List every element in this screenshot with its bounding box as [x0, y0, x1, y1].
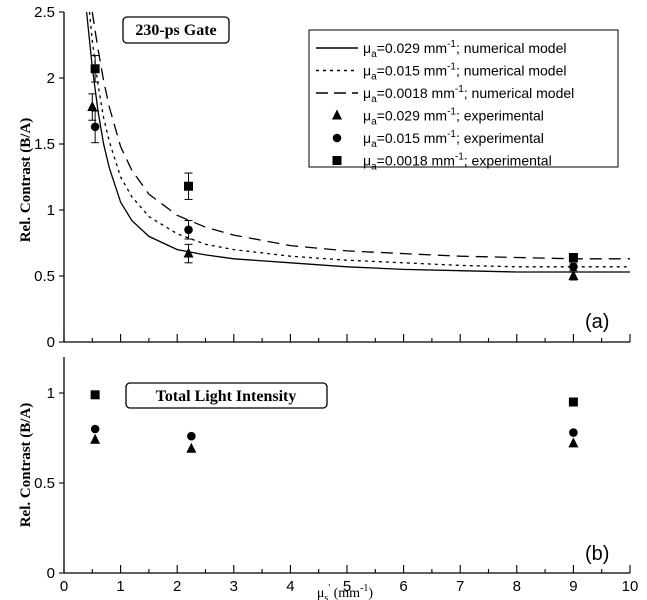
- point-circle: [187, 431, 196, 441]
- legend-label: μa=0.0018 mm-1; numerical model: [363, 84, 574, 105]
- point-triangle: [186, 442, 197, 453]
- legend-label-part: =0.0018 mm: [377, 153, 455, 169]
- y-tick-label: 1: [47, 385, 55, 402]
- x-tick-label: 9: [569, 578, 577, 595]
- panel-a-y-ticks: 0 0.5 1 1.5 2 2.5: [34, 4, 64, 351]
- point-square: [568, 397, 578, 407]
- legend-label-part: -1: [447, 107, 456, 118]
- y-tick-label: 2.5: [34, 4, 55, 21]
- panel-a-label: (a): [585, 311, 609, 333]
- legend-label-part: ; experimental: [456, 130, 544, 146]
- point-triangle: [183, 247, 194, 258]
- panel-b-ylabel: Rel. Contrast (B/A): [18, 403, 34, 528]
- legend-label-part: =0.029 mm: [377, 40, 447, 56]
- model-curve-solid: [85, 12, 630, 273]
- legend-label-part: a: [371, 117, 377, 128]
- y-tick-label: 0.5: [34, 268, 55, 285]
- x-tick-label: 5: [343, 578, 351, 595]
- legend-marker-triangle: [332, 109, 342, 120]
- panel-b-label: (b): [585, 543, 609, 565]
- legend-label-part: ; numerical model: [456, 40, 567, 56]
- legend-label-part: ; experimental: [456, 108, 544, 124]
- panel-a-title: 230-ps Gate: [135, 22, 216, 39]
- legend-label-part: μ: [363, 130, 371, 146]
- panel-a-title-box: 230-ps Gate: [122, 16, 230, 44]
- legend-label: μa=0.029 mm-1; experimental: [363, 107, 544, 128]
- model-curve-dashed: [91, 12, 630, 260]
- legend-label-part: μ: [363, 40, 371, 56]
- point-circle: [90, 122, 100, 132]
- x-axis-label: μs' (mm-1): [317, 583, 374, 600]
- legend-label-part: =0.015 mm: [377, 130, 447, 146]
- x-tick-label: 2: [173, 578, 181, 595]
- x-tick-label: 10: [622, 578, 639, 595]
- point-circle: [184, 225, 193, 235]
- panel-b: Rel. Contrast (B/A) 00.51 0 1 2 3 4 5 6 7 8 9 10 T…: [18, 357, 638, 600]
- legend-label-part: -1: [447, 129, 456, 140]
- legend-label-part: =0.0018 mm: [377, 85, 455, 101]
- legend-label-part: a: [371, 162, 377, 173]
- legend-label: μa=0.015 mm-1; numerical model: [363, 62, 566, 83]
- point-square: [90, 64, 100, 74]
- point-triangle: [568, 437, 579, 448]
- point-square: [90, 390, 100, 400]
- legend-label-part: ; experimental: [464, 153, 552, 169]
- legend-label-part: ; numerical model: [464, 85, 575, 101]
- legend-label-part: a: [371, 94, 377, 105]
- x-tick-label: 3: [230, 578, 238, 595]
- point-circle: [90, 424, 100, 434]
- x-tick-label: 4: [286, 578, 294, 595]
- panel-a-experimental-points: [87, 55, 579, 281]
- legend-label-part: =0.015 mm: [377, 63, 447, 79]
- point-triangle: [568, 270, 579, 280]
- legend-label-part: a: [371, 49, 377, 60]
- panel-b-title: Total Light Intensity: [156, 388, 297, 405]
- point-circle: [569, 428, 578, 437]
- y-tick-label: 0: [47, 334, 55, 351]
- y-tick-label: 0: [47, 565, 55, 582]
- x-tick-label: 8: [513, 578, 521, 595]
- legend-marker-circle: [332, 133, 342, 143]
- legend-marker-square: [332, 156, 342, 165]
- legend-label-part: μ: [363, 85, 371, 101]
- y-tick-label: 2: [47, 70, 55, 87]
- legend-box: [308, 29, 619, 168]
- legend-label: μa=0.0018 mm-1; experimental: [363, 152, 552, 173]
- legend-label-part: -1: [455, 84, 464, 95]
- model-curve-dotted: [88, 12, 630, 268]
- legend-label-part: a: [371, 72, 377, 83]
- legend-label-part: -1: [455, 152, 464, 163]
- point-square: [568, 253, 578, 263]
- panel-a-x-ticks: [63, 334, 631, 342]
- panel-a: Rel. Contrast (B/A) 0 0.5 1 1.5 2 2.5 230-ps …: [18, 4, 631, 351]
- legend-label-part: μ: [363, 63, 371, 79]
- legend-label-part: a: [371, 139, 377, 150]
- panel-b-y-ticks: 00.51: [34, 385, 64, 582]
- y-tick-label: 1: [47, 202, 55, 219]
- legend-label-part: ; numerical model: [456, 63, 567, 79]
- legend-label: μa=0.015 mm-1; experimental: [363, 129, 544, 150]
- y-tick-label: 1.5: [34, 136, 55, 153]
- point-circle: [569, 262, 578, 272]
- legend-label: μa=0.029 mm-1; numerical model: [363, 39, 566, 60]
- x-tick-label: 7: [456, 578, 464, 595]
- x-tick-label: 1: [116, 578, 124, 595]
- legend-label-part: -1: [447, 62, 456, 73]
- panel-a-model-curves: [85, 12, 630, 273]
- point-triangle: [90, 433, 101, 444]
- y-tick-label: 0.5: [34, 475, 55, 492]
- legend-label-part: μ: [363, 108, 371, 124]
- legend-label-part: μ: [363, 153, 371, 169]
- point-triangle: [87, 101, 98, 112]
- legend-label-part: =0.029 mm: [377, 108, 447, 124]
- legend-label-part: -1: [447, 39, 456, 50]
- panel-b-title-box: Total Light Intensity: [125, 382, 328, 409]
- x-tick-label: 6: [399, 578, 407, 595]
- x-tick-label: 0: [60, 578, 68, 595]
- panel-a-ylabel: Rel. Contrast (B/A): [18, 118, 34, 243]
- point-square: [184, 181, 194, 191]
